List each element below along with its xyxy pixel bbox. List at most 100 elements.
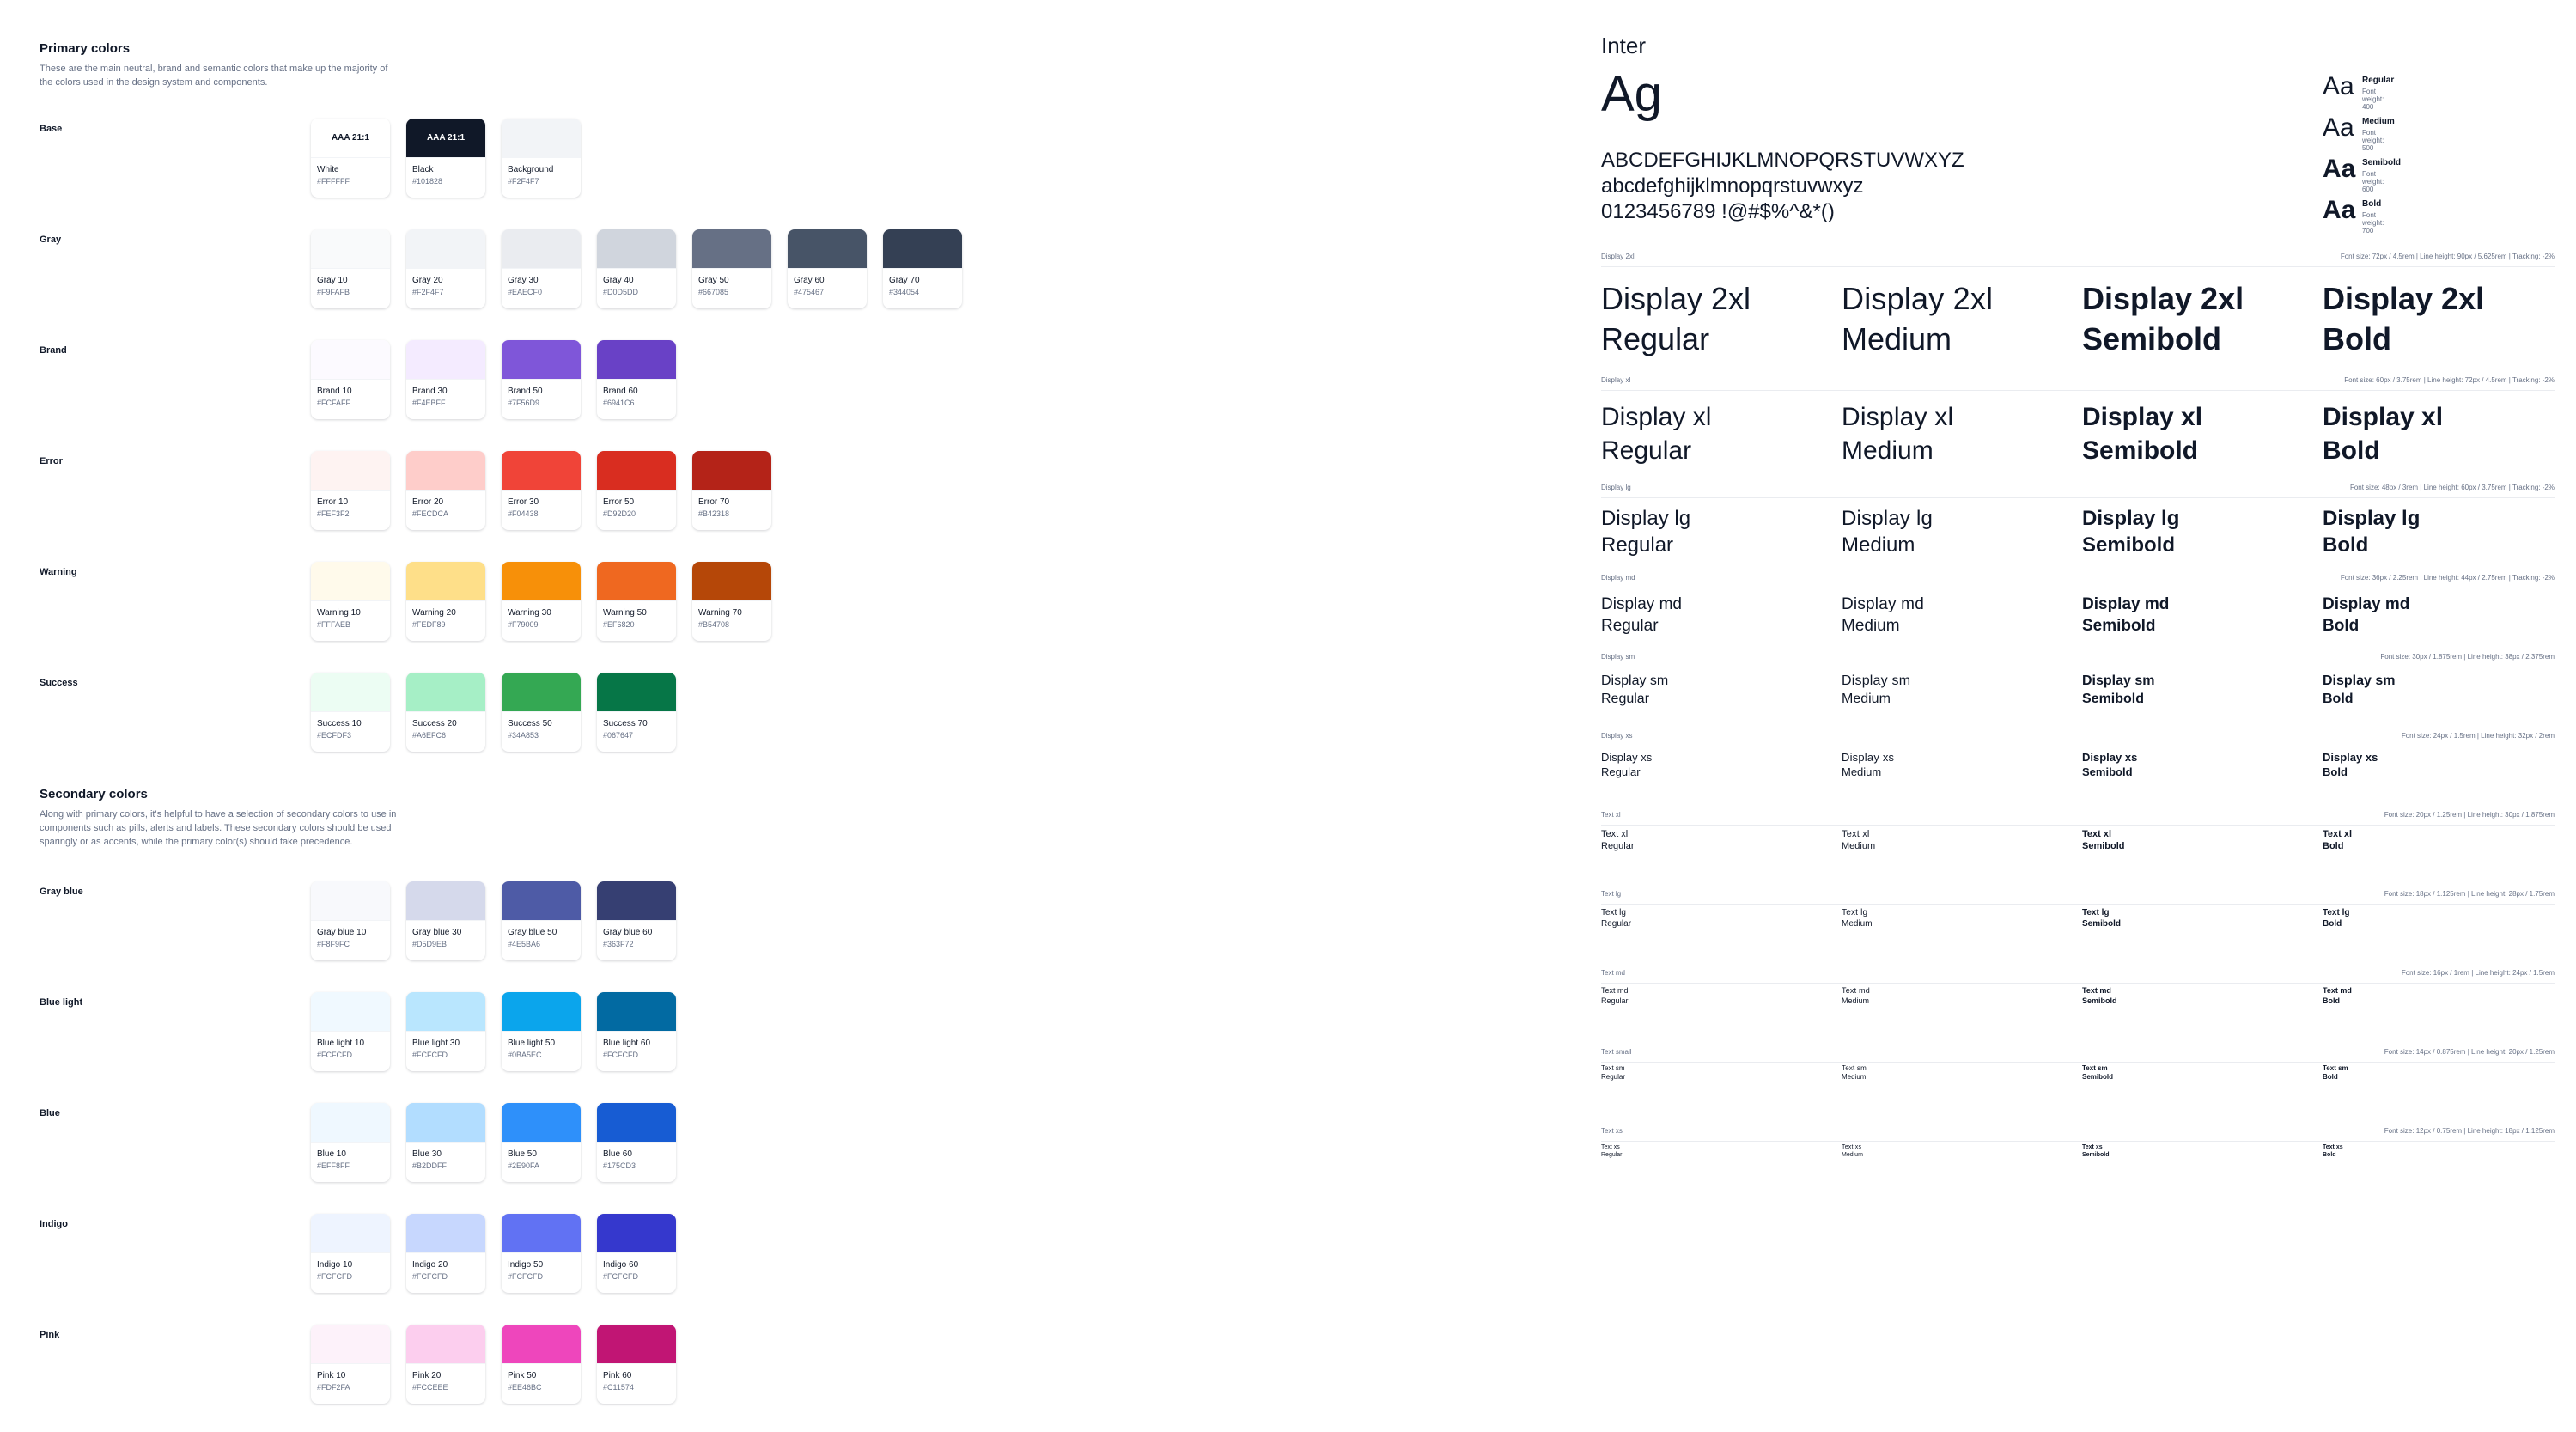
swatch-hex: #A6EFC6 [412, 731, 447, 740]
swatch-hex: #F2F4F7 [508, 177, 539, 186]
color-group-label-pink: Pink [40, 1330, 60, 1340]
type-sample: Display 2xl [1842, 281, 1994, 316]
swatch-name: Warning 10 [317, 608, 361, 618]
swatch-color-chip [311, 229, 390, 269]
color-group-label-warning: Warning [40, 567, 77, 577]
type-sample: Text sm [2323, 1064, 2348, 1072]
color-group-gray-blue: Gray blue 10 #F8F9FC Gray blue 30 #D5D9EB Gr… [311, 881, 676, 960]
type-style-header: Display lg Font size: 48px / 3rem | Line … [1601, 484, 2555, 498]
type-sample: Display lg [1601, 507, 1691, 530]
swatch-name: Pink 50 [508, 1371, 537, 1380]
type-style-text-xl: Text xl Font size: 20px / 1.25rem | Line … [1601, 811, 2555, 851]
swatch-name: Pink 10 [317, 1371, 346, 1380]
type-weight-label: Medium [1842, 841, 1876, 851]
color-group-label-gray: Gray [40, 235, 62, 245]
type-sample: Text lg [1842, 908, 1868, 917]
type-style-display-2xl: Display 2xl Font size: 72px / 4.5rem | Li… [1601, 253, 2555, 355]
type-sample: Text md [2082, 986, 2111, 995]
type-sample: Display sm [1601, 673, 1669, 688]
type-weight-label: Bold [2323, 321, 2391, 356]
type-sample: Display xs [1842, 751, 1895, 764]
type-style-display-md: Display md Font size: 36px / 2.25rem | Li… [1601, 574, 2555, 634]
weight-name: Semibold [2362, 158, 2402, 168]
swatch-color-chip [597, 229, 676, 269]
swatch-hex: #FDF2FA [317, 1383, 350, 1392]
swatch-name: Gray 50 [698, 276, 729, 285]
swatch-hex: #FFFAEB [317, 620, 351, 629]
weight-value: Font weight: 600 [2362, 170, 2384, 193]
swatch-hex: #34A853 [508, 731, 539, 740]
type-style-label: Text xl [1601, 811, 1621, 819]
color-swatch: Success 70 #067647 [597, 673, 676, 752]
type-style-header: Display xs Font size: 24px / 1.5rem | Lin… [1601, 732, 2555, 746]
swatch-hex: #363F72 [603, 940, 634, 948]
swatch-color-chip [597, 451, 676, 491]
type-weight-label: Bold [2323, 1073, 2338, 1081]
swatch-name: Blue light 30 [412, 1039, 460, 1048]
type-weight-label: Bold [2323, 765, 2348, 778]
type-weight-label: Regular [1601, 617, 1659, 635]
swatch-name: Gray 30 [508, 276, 539, 285]
type-style-spec: Font size: 12px / 0.75rem | Line height:… [2384, 1127, 2555, 1135]
type-style-header: Display xl Font size: 60px / 3.75rem | Li… [1601, 376, 2555, 391]
swatch-hex: #B2DDFF [412, 1161, 448, 1170]
type-style-label: Text small [1601, 1048, 1632, 1056]
color-swatch: Gray 20 #F2F4F7 [406, 229, 485, 308]
color-swatch: Gray 70 #344054 [883, 229, 962, 308]
swatch-color-chip [502, 1214, 581, 1253]
type-style-label: Text lg [1601, 890, 1622, 898]
color-group-label-base: Base [40, 124, 63, 134]
type-sample: Display sm [2323, 673, 2396, 688]
swatch-color-chip [502, 562, 581, 601]
swatch-hex: #344054 [889, 288, 920, 296]
swatch-hex: #FCCEEE [412, 1383, 448, 1392]
color-group-label-brand: Brand [40, 345, 67, 356]
weight-name: Medium [2362, 117, 2395, 126]
type-weight-label: Bold [2323, 996, 2340, 1005]
swatch-color-chip [502, 119, 581, 158]
type-sample: Text md [1601, 986, 1629, 995]
swatch-name: Indigo 60 [603, 1260, 639, 1270]
swatch-hex: #EE46BC [508, 1383, 542, 1392]
swatch-color-chip [311, 673, 390, 712]
type-sample: Text xs [1601, 1144, 1620, 1150]
swatch-name: Gray 10 [317, 276, 348, 285]
swatch-name: Success 10 [317, 719, 362, 728]
swatch-color-chip [406, 881, 485, 921]
swatch-name: Pink 60 [603, 1371, 632, 1380]
color-group-label-indigo: Indigo [40, 1219, 68, 1229]
swatch-name: Warning 30 [508, 608, 551, 618]
color-swatch: AAA 21:1 Black #101828 [406, 119, 485, 198]
color-swatch: Pink 10 #FDF2FA [311, 1325, 390, 1404]
type-weight-label: Regular [1601, 436, 1692, 465]
swatch-name: Gray 20 [412, 276, 443, 285]
swatch-color-chip [502, 451, 581, 491]
type-style-spec: Font size: 20px / 1.25rem | Line height:… [2384, 811, 2555, 819]
type-sample: Text lg [2323, 908, 2350, 917]
type-weight-label: Regular [1601, 692, 1650, 706]
swatch-color-chip [406, 673, 485, 712]
color-swatch: Warning 20 #FEDF89 [406, 562, 485, 641]
type-weight-label: Regular [1601, 919, 1632, 929]
swatch-color-chip [406, 1214, 485, 1253]
type-sample: Display 2xl [1601, 281, 1751, 316]
color-swatch: Blue 50 #2E90FA [502, 1103, 581, 1182]
swatch-name: Gray blue 60 [603, 928, 653, 937]
swatch-name: Brand 50 [508, 387, 543, 396]
swatch-color-chip [788, 229, 867, 269]
type-weight-label: Medium [1842, 996, 1870, 1005]
type-sample: Display md [2323, 595, 2410, 613]
swatch-hex: #B54708 [698, 620, 730, 629]
swatch-name: Error 30 [508, 497, 539, 507]
swatch-name: Brand 60 [603, 387, 638, 396]
swatch-hex: #FCFAFF [317, 399, 351, 407]
color-swatch: Blue 10 #EFF8FF [311, 1103, 390, 1182]
type-style-display-xl: Display xl Font size: 60px / 3.75rem | Li… [1601, 376, 2555, 464]
swatch-hex: #4E5BA6 [508, 940, 541, 948]
swatch-name: Warning 20 [412, 608, 456, 618]
type-sample: Text xs [1842, 1144, 1862, 1150]
type-sample: Text xl [2323, 829, 2353, 839]
type-style-header: Display md Font size: 36px / 2.25rem | Li… [1601, 574, 2555, 588]
swatch-hex: #EFF8FF [317, 1161, 350, 1170]
swatch-color-chip [406, 451, 485, 491]
